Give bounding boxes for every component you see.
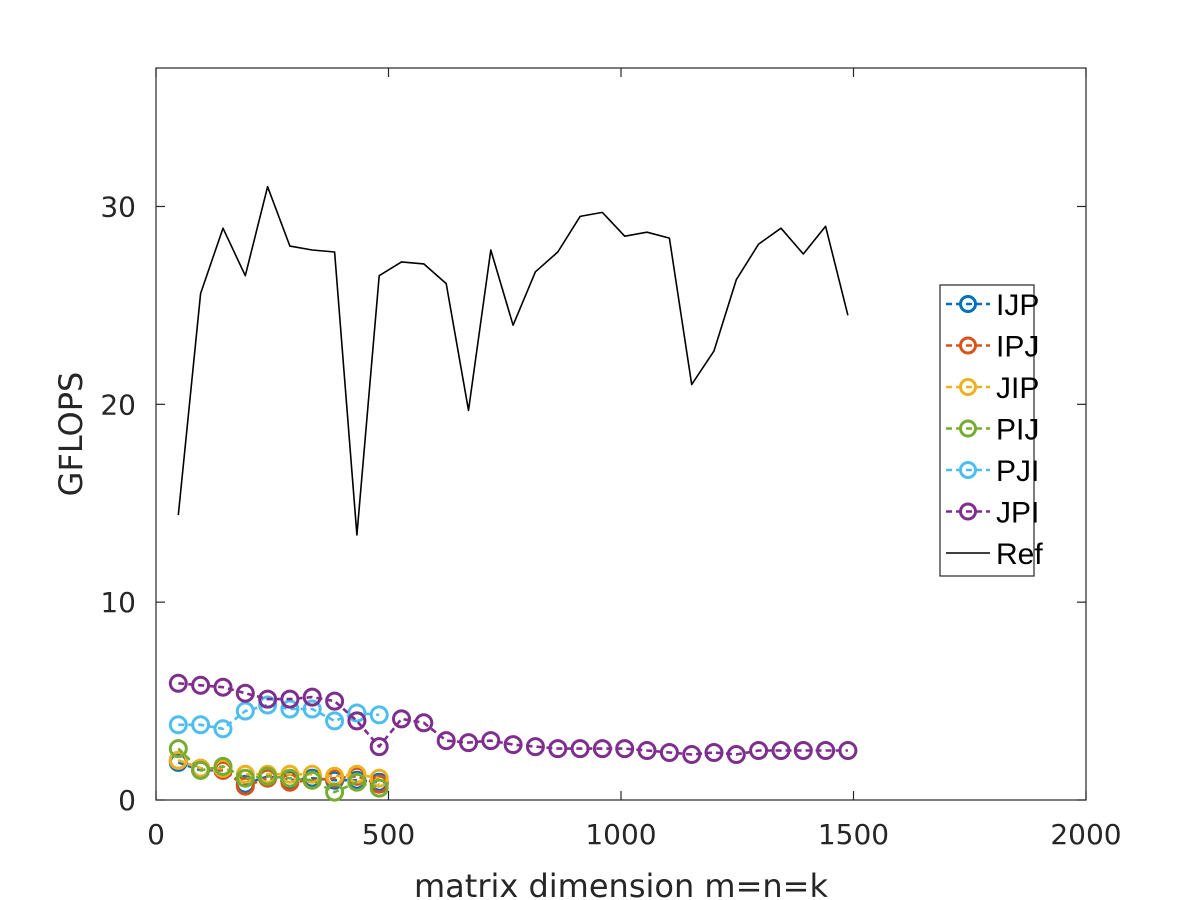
x-axis-label: matrix dimension m=n=k xyxy=(414,867,829,900)
data-point-jpi xyxy=(481,731,501,751)
data-point-jpi xyxy=(436,731,456,751)
y-tick-label: 30 xyxy=(100,190,136,223)
data-point-pij xyxy=(191,760,211,780)
data-point-jpi xyxy=(838,741,858,760)
legend-swatch-marker-pij xyxy=(959,419,977,438)
data-point-pij xyxy=(369,778,389,798)
axis-ticks: 0 500 1000 1500 2000 0 10 20 30 xyxy=(100,68,1122,851)
series-line-ref xyxy=(177,185,849,536)
data-point-jip xyxy=(369,768,389,788)
data-point-jpi xyxy=(392,709,411,729)
data-point-pji xyxy=(302,699,322,719)
data-point-pji xyxy=(258,695,278,715)
data-point-pij xyxy=(235,768,255,788)
legend-label-pji: PJI xyxy=(996,455,1039,488)
x-tick-label: 1500 xyxy=(818,818,889,851)
data-point-jpi xyxy=(704,743,724,762)
data-point-pji xyxy=(168,715,188,735)
legend: IJP IPJ JIP PIJ PJI JPI Ref xyxy=(939,284,1043,577)
data-point-jpi xyxy=(525,737,545,757)
legend-label-ipj: IPJ xyxy=(996,331,1039,364)
series-pij xyxy=(168,739,389,802)
data-point-jpi xyxy=(258,689,278,709)
y-tick-label: 0 xyxy=(118,784,136,817)
legend-label-pij: PIJ xyxy=(996,414,1039,447)
series-ref xyxy=(177,185,849,536)
data-point-jpi xyxy=(280,689,300,709)
data-point-jpi xyxy=(302,687,322,707)
data-point-jpi xyxy=(459,733,478,753)
legend-box xyxy=(939,284,1035,577)
data-point-pij xyxy=(168,739,188,759)
data-point-jip xyxy=(168,750,188,770)
data-point-jpi xyxy=(369,737,389,757)
legend-swatch-marker-jip xyxy=(959,378,977,396)
y-tick-label: 10 xyxy=(100,586,136,619)
legend-swatch-marker-ipj xyxy=(959,336,977,355)
data-point-pij xyxy=(347,772,367,792)
data-point-pji xyxy=(325,711,345,731)
y-tick-label: 20 xyxy=(100,388,136,421)
plot-area xyxy=(155,67,1087,801)
data-point-jpi xyxy=(615,739,635,759)
data-point-jpi xyxy=(793,741,813,760)
x-tick-label: 0 xyxy=(147,818,165,851)
data-point-ipj xyxy=(235,776,255,796)
data-point-pij xyxy=(302,770,322,790)
data-point-jpi xyxy=(414,713,434,733)
x-tick-label: 500 xyxy=(362,818,415,851)
x-tick-label: 1000 xyxy=(585,818,656,851)
data-point-jpi xyxy=(749,741,769,760)
legend-label-jip: JIP xyxy=(996,372,1039,405)
series-line-pij xyxy=(177,747,380,794)
data-point-pji xyxy=(347,703,367,723)
data-point-jpi xyxy=(816,741,836,760)
legend-swatch-marker-jpi xyxy=(959,502,977,521)
series-line-pji xyxy=(178,703,380,731)
data-point-jpi xyxy=(570,739,590,759)
data-point-jpi xyxy=(548,739,568,759)
data-point-jpi xyxy=(659,743,679,762)
legend-label-jpi: JPI xyxy=(996,497,1039,530)
data-point-jip xyxy=(302,764,322,784)
series-pji xyxy=(168,695,389,739)
series-line-jpi xyxy=(178,682,848,756)
x-tick-label: 2000 xyxy=(1050,818,1121,851)
legend-label-ref: Ref xyxy=(996,538,1043,571)
data-point-pji xyxy=(213,719,233,739)
data-point-pji xyxy=(369,705,389,725)
data-point-pij xyxy=(280,768,300,788)
series-layer xyxy=(168,185,858,802)
data-point-jpi xyxy=(168,673,188,693)
data-point-pji xyxy=(235,701,255,721)
y-axis-label: GFLOPS xyxy=(52,372,90,497)
data-point-pji xyxy=(280,699,300,719)
data-point-jpi xyxy=(637,741,657,760)
data-point-pji xyxy=(191,715,211,735)
data-point-pij xyxy=(213,756,233,776)
data-point-pij xyxy=(258,766,278,786)
data-point-pij xyxy=(325,782,345,802)
data-point-jpi xyxy=(213,677,233,697)
data-point-jpi xyxy=(235,683,255,703)
legend-label-ijp: IJP xyxy=(996,289,1039,322)
legend-swatch-marker-pji xyxy=(959,461,977,479)
data-point-jpi xyxy=(503,735,523,755)
data-point-jpi xyxy=(592,739,612,759)
series-jpi xyxy=(168,673,858,764)
data-point-jpi xyxy=(771,741,791,760)
data-point-jpi xyxy=(347,711,367,731)
legend-swatch-marker-ijp xyxy=(959,295,977,313)
data-point-jpi xyxy=(191,675,211,695)
data-point-jpi xyxy=(682,745,702,764)
data-point-jpi xyxy=(325,691,345,711)
data-point-jpi xyxy=(726,745,746,764)
